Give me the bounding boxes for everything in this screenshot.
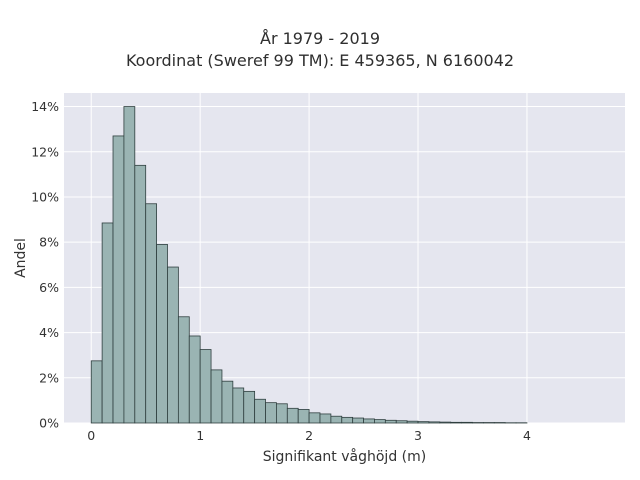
histogram-bar — [374, 419, 386, 424]
histogram-bar — [352, 417, 364, 424]
x-axis-ticks: 0 1 2 3 4 — [87, 428, 531, 443]
histogram-bar — [439, 421, 452, 424]
histogram-bars — [90, 106, 528, 424]
histogram-bar — [232, 387, 245, 424]
x-tick-label: 1 — [196, 428, 204, 443]
histogram-bar — [265, 402, 277, 424]
histogram-bar — [417, 421, 430, 424]
histogram-bar — [101, 222, 114, 424]
histogram-bar — [330, 415, 343, 424]
histogram-bar — [243, 390, 256, 424]
histogram-bar — [286, 407, 299, 424]
histogram-bar — [395, 420, 408, 424]
histogram-bar — [123, 106, 136, 424]
y-tick-label: 12% — [31, 144, 59, 159]
histogram-bar — [90, 360, 103, 424]
histogram-bar — [406, 420, 419, 424]
histogram-bar — [145, 203, 157, 424]
histogram-bar — [363, 418, 375, 424]
x-tick-label: 0 — [87, 428, 95, 443]
histogram-bar — [341, 416, 354, 424]
histogram-bar — [450, 421, 463, 424]
y-tick-label: 10% — [31, 189, 59, 204]
histogram-bar — [221, 380, 234, 424]
histogram-bar — [384, 419, 397, 424]
histogram-bar — [156, 244, 168, 424]
histogram-bar — [199, 349, 212, 424]
histogram-bar — [210, 369, 223, 424]
histogram-bar — [112, 135, 125, 424]
y-tick-label: 4% — [39, 325, 59, 340]
x-tick-label: 4 — [523, 428, 531, 443]
histogram-bar — [254, 398, 266, 424]
chart-title-line-1: År 1979 - 2019 — [260, 29, 380, 48]
histogram-bar — [188, 335, 201, 424]
histogram-bar — [428, 421, 441, 424]
x-axis-label: Signifikant våghöjd (m) — [263, 448, 426, 465]
y-tick-label: 14% — [31, 99, 59, 114]
y-axis-ticks: 0% 2% 4% 6% 8% 10% 12% 14% — [31, 99, 59, 430]
y-tick-label: 8% — [39, 235, 59, 250]
histogram-bar — [276, 403, 288, 424]
x-tick-label: 2 — [305, 428, 313, 443]
histogram-bar — [319, 413, 332, 424]
histogram-bar — [461, 421, 473, 424]
y-tick-label: 2% — [39, 370, 59, 385]
histogram-bar — [134, 164, 147, 424]
x-tick-label: 3 — [414, 428, 422, 443]
chart-title-line-2: Koordinat (Sweref 99 TM): E 459365, N 61… — [125, 51, 515, 70]
y-axis-label: Andel — [13, 238, 29, 278]
histogram-bar — [297, 409, 310, 424]
histogram-bar — [177, 316, 190, 424]
histogram-bar — [167, 266, 179, 424]
histogram-bar — [308, 412, 321, 424]
y-tick-label: 0% — [39, 416, 59, 431]
chart-title: År 1979 - 2019 Koordinat (Sweref 99 TM):… — [0, 28, 640, 72]
gridlines — [64, 93, 625, 424]
y-tick-label: 6% — [39, 280, 59, 295]
